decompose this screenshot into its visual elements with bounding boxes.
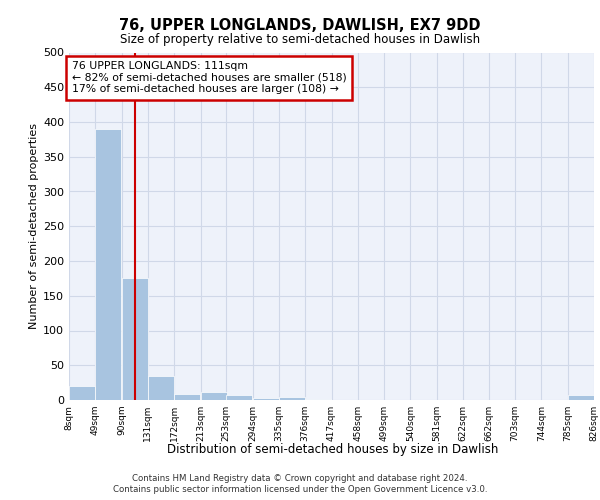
Text: 76 UPPER LONGLANDS: 111sqm
← 82% of semi-detached houses are smaller (518)
17% o: 76 UPPER LONGLANDS: 111sqm ← 82% of semi… [71, 61, 346, 94]
Bar [122, 278, 148, 400]
Y-axis label: Number of semi-detached properties: Number of semi-detached properties [29, 123, 39, 329]
Bar [279, 396, 305, 400]
Bar [148, 376, 174, 400]
Bar [226, 395, 252, 400]
Text: Distribution of semi-detached houses by size in Dawlish: Distribution of semi-detached houses by … [167, 442, 499, 456]
Bar [95, 129, 121, 400]
Bar [253, 398, 278, 400]
Text: Contains HM Land Registry data © Crown copyright and database right 2024.
Contai: Contains HM Land Registry data © Crown c… [113, 474, 487, 494]
Bar [174, 394, 200, 400]
Bar [200, 392, 227, 400]
Bar [568, 395, 593, 400]
Text: Size of property relative to semi-detached houses in Dawlish: Size of property relative to semi-detach… [120, 32, 480, 46]
Bar [69, 386, 95, 400]
Text: 76, UPPER LONGLANDS, DAWLISH, EX7 9DD: 76, UPPER LONGLANDS, DAWLISH, EX7 9DD [119, 18, 481, 32]
